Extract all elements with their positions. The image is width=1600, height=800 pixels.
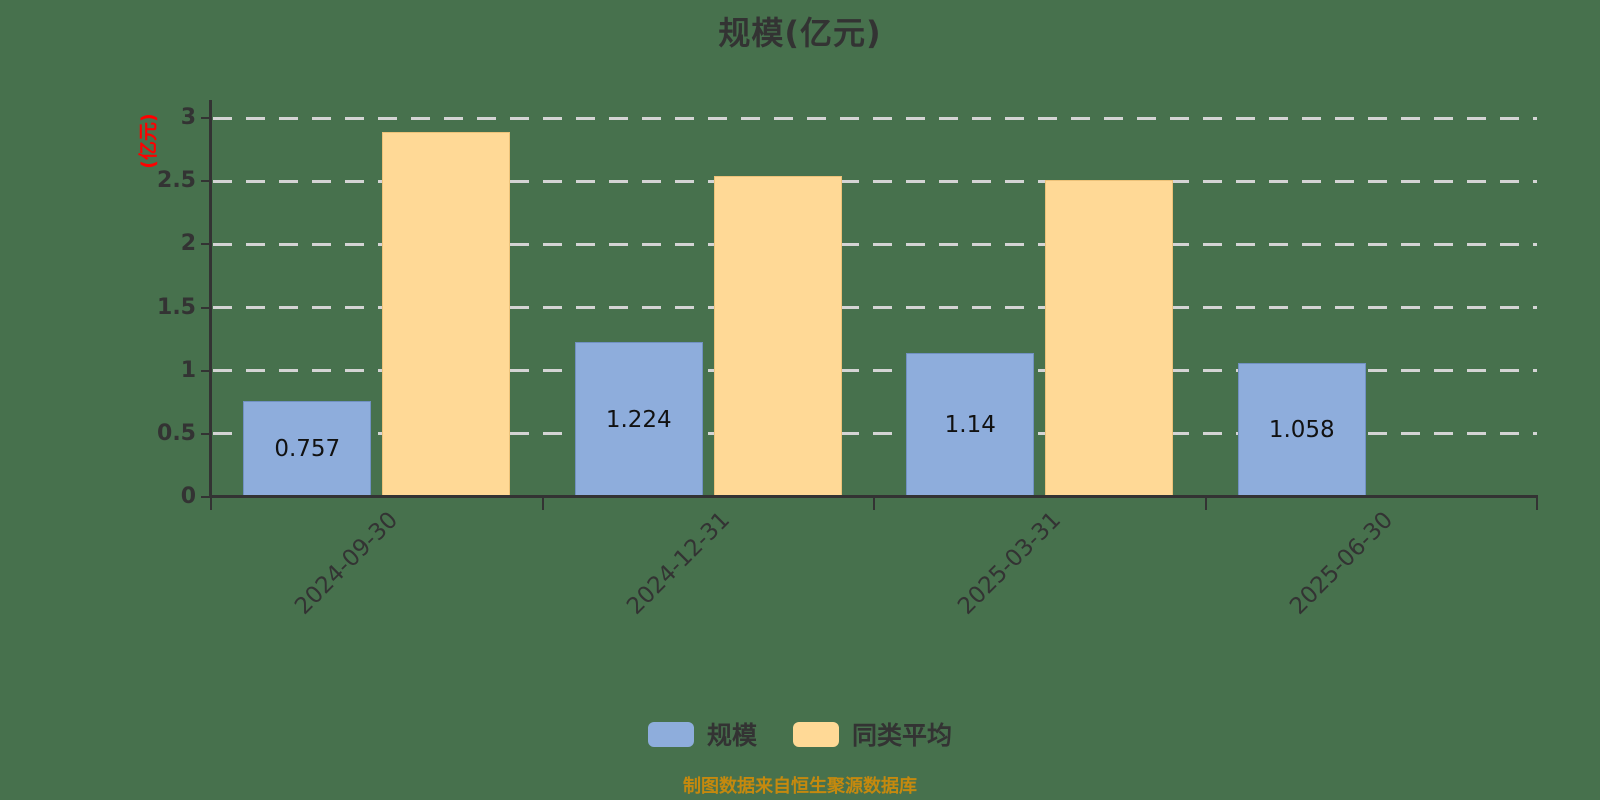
bar-value-label-2024-09-30: 0.757 <box>274 436 341 463</box>
grid-line-2.5 <box>213 179 1537 183</box>
legend-label-scale: 规模 <box>706 721 757 750</box>
x-axis-label-2025-06-30: 2025-06-30 <box>1284 507 1398 620</box>
legend-label-peer-average: 同类平均 <box>852 721 953 750</box>
bar-peer-average-2025-03-31 <box>1045 179 1174 497</box>
legend-item-peer-average[interactable]: 同类平均 <box>793 716 952 752</box>
y-axis-line <box>209 100 212 497</box>
bar-peer-average-2024-12-31 <box>713 176 842 497</box>
y-tick-label-1.5: 1.5 <box>157 294 196 320</box>
x-axis-label-2024-09-30: 2024-09-30 <box>290 507 404 620</box>
y-tick-label-3: 3 <box>180 105 196 130</box>
y-tick-3 <box>201 117 211 119</box>
y-tick-label-0: 0 <box>180 484 196 509</box>
chart-title: 规模(亿元) <box>718 14 882 52</box>
grid-line-2 <box>213 242 1537 246</box>
x-tick-1 <box>541 497 544 510</box>
x-tick-3 <box>1204 497 1207 510</box>
grid-line-0.5 <box>213 432 1537 436</box>
legend-swatch-scale <box>647 721 694 747</box>
x-axis-line <box>209 494 1538 498</box>
y-tick-2.5 <box>201 180 211 183</box>
grid-line-1.5 <box>213 306 1537 309</box>
bar-value-label-2025-03-31: 1.14 <box>944 411 996 438</box>
x-tick-2 <box>873 497 875 510</box>
legend-item-scale[interactable]: 规模 <box>647 716 757 752</box>
y-tick-0 <box>201 496 211 498</box>
data-source-caption: 制图数据来自恒生聚源数据库 <box>683 776 917 797</box>
x-axis-label-2024-12-31: 2024-12-31 <box>621 507 735 620</box>
chart-legend: 规模 同类平均 <box>0 716 1600 752</box>
y-tick-0.5 <box>201 432 211 435</box>
legend-swatch-peer-average <box>793 721 839 747</box>
bar-value-label-2025-06-30: 1.058 <box>1268 417 1335 444</box>
y-tick-1.5 <box>201 306 211 309</box>
bar-scale-2025-03-31 <box>906 352 1035 497</box>
y-tick-1 <box>201 369 211 372</box>
x-axis-label-2025-03-31: 2025-03-31 <box>953 507 1067 620</box>
bar-peer-average-2024-09-30 <box>382 131 511 497</box>
x-tick-4 <box>1536 497 1538 510</box>
x-tick-0 <box>210 497 212 510</box>
bar-scale-2025-06-30 <box>1237 363 1366 497</box>
y-tick-2 <box>201 243 211 246</box>
y-tick-label-2: 2 <box>180 231 196 257</box>
y-tick-label-1: 1 <box>180 357 196 383</box>
y-tick-label-2.5: 2.5 <box>157 168 196 194</box>
y-tick-label-0.5: 0.5 <box>157 420 196 446</box>
grid-line-3 <box>213 116 1537 120</box>
grid-line-1 <box>213 369 1537 373</box>
bar-value-label-2024-12-31: 1.224 <box>605 406 672 433</box>
